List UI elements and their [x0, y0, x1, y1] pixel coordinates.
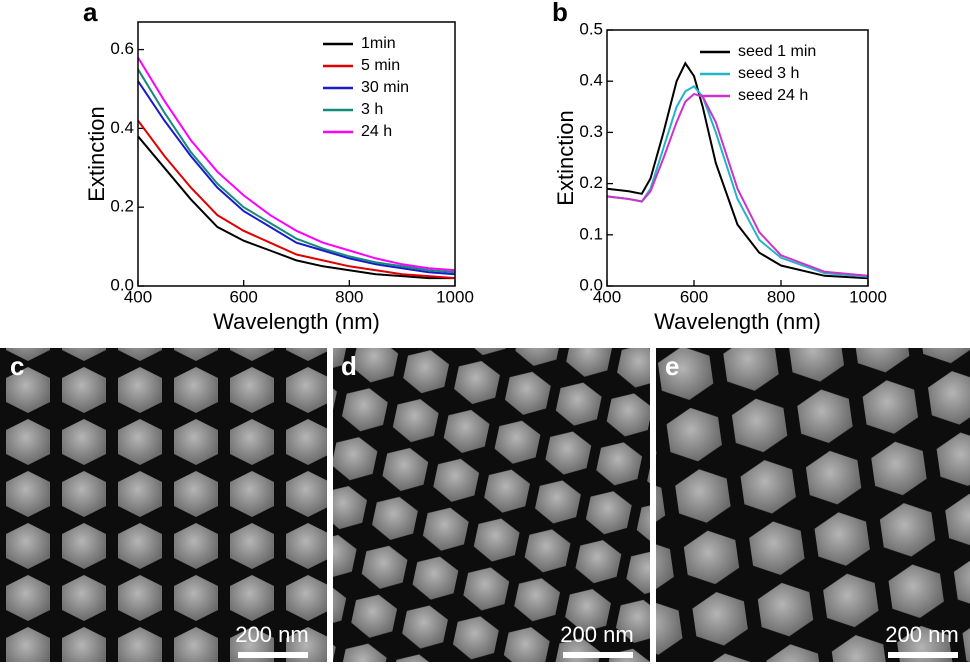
- series-line: [137, 135, 455, 280]
- sem-panel-d: d 200 nm: [333, 348, 650, 662]
- x-tick-label: 1000: [849, 287, 887, 306]
- sem-image: [333, 348, 650, 662]
- legend-label: 30 min: [361, 79, 409, 96]
- legend-label: 5 min: [361, 57, 400, 74]
- panel-label: e: [665, 351, 679, 381]
- y-tick-label: 0.2: [579, 173, 603, 192]
- x-axis-title: Wavelength (nm): [654, 309, 821, 334]
- y-tick-label: 0.0: [579, 275, 603, 294]
- series-line: [137, 80, 456, 276]
- scale-bar: [563, 652, 633, 658]
- y-tick-label: 0.5: [579, 19, 603, 38]
- series-line: [137, 56, 456, 272]
- x-tick-label: 600: [229, 287, 257, 306]
- series-line: [606, 61, 869, 280]
- legend-label: 3 h: [361, 101, 383, 118]
- y-tick-label: 0.3: [579, 122, 603, 141]
- y-axis-title: Extinction: [84, 106, 109, 201]
- legend-label: 1min: [361, 35, 396, 52]
- panel-label: d: [341, 351, 357, 381]
- scale-bar-label: 200 nm: [560, 622, 633, 647]
- y-tick-label: 0.4: [579, 71, 603, 90]
- legend-label: seed 24 h: [738, 87, 808, 104]
- y-tick-label: 0.0: [110, 275, 134, 294]
- scale-bar: [888, 652, 958, 658]
- series-line: [606, 85, 869, 278]
- scale-bar-label: 200 nm: [885, 622, 958, 647]
- x-axis-title: Wavelength (nm): [213, 309, 380, 334]
- scale-bar-label: 200 nm: [235, 622, 308, 647]
- x-tick-label: 800: [767, 287, 795, 306]
- x-tick-label: 800: [335, 287, 363, 306]
- plot-frame: [137, 21, 456, 287]
- sem-panel-c: c 200 nm: [0, 348, 327, 662]
- x-tick-label: 1000: [436, 287, 474, 306]
- sem-image: [0, 348, 327, 662]
- sem-image: [656, 348, 970, 662]
- y-tick-label: 0.2: [110, 197, 134, 216]
- x-tick-label: 400: [593, 287, 621, 306]
- panel-label: a: [83, 0, 98, 27]
- series-line: [137, 119, 456, 280]
- x-tick-label: 600: [680, 287, 708, 306]
- legend-label: seed 3 h: [738, 65, 799, 82]
- y-axis-title: Extinction: [553, 110, 578, 205]
- series-line: [606, 92, 869, 277]
- y-tick-label: 0.4: [110, 118, 134, 137]
- legend-label: 24 h: [361, 123, 392, 140]
- x-tick-label: 400: [124, 287, 152, 306]
- plot-frame: [606, 29, 869, 287]
- legend-label: seed 1 min: [738, 43, 816, 60]
- panel-label: b: [552, 0, 568, 27]
- scale-bar: [238, 652, 308, 658]
- sem-panel-e: e 200 nm: [656, 348, 970, 662]
- y-tick-label: 0.6: [110, 39, 134, 58]
- panel-label: c: [10, 351, 24, 381]
- series-line: [137, 68, 456, 274]
- y-tick-label: 0.1: [579, 224, 603, 243]
